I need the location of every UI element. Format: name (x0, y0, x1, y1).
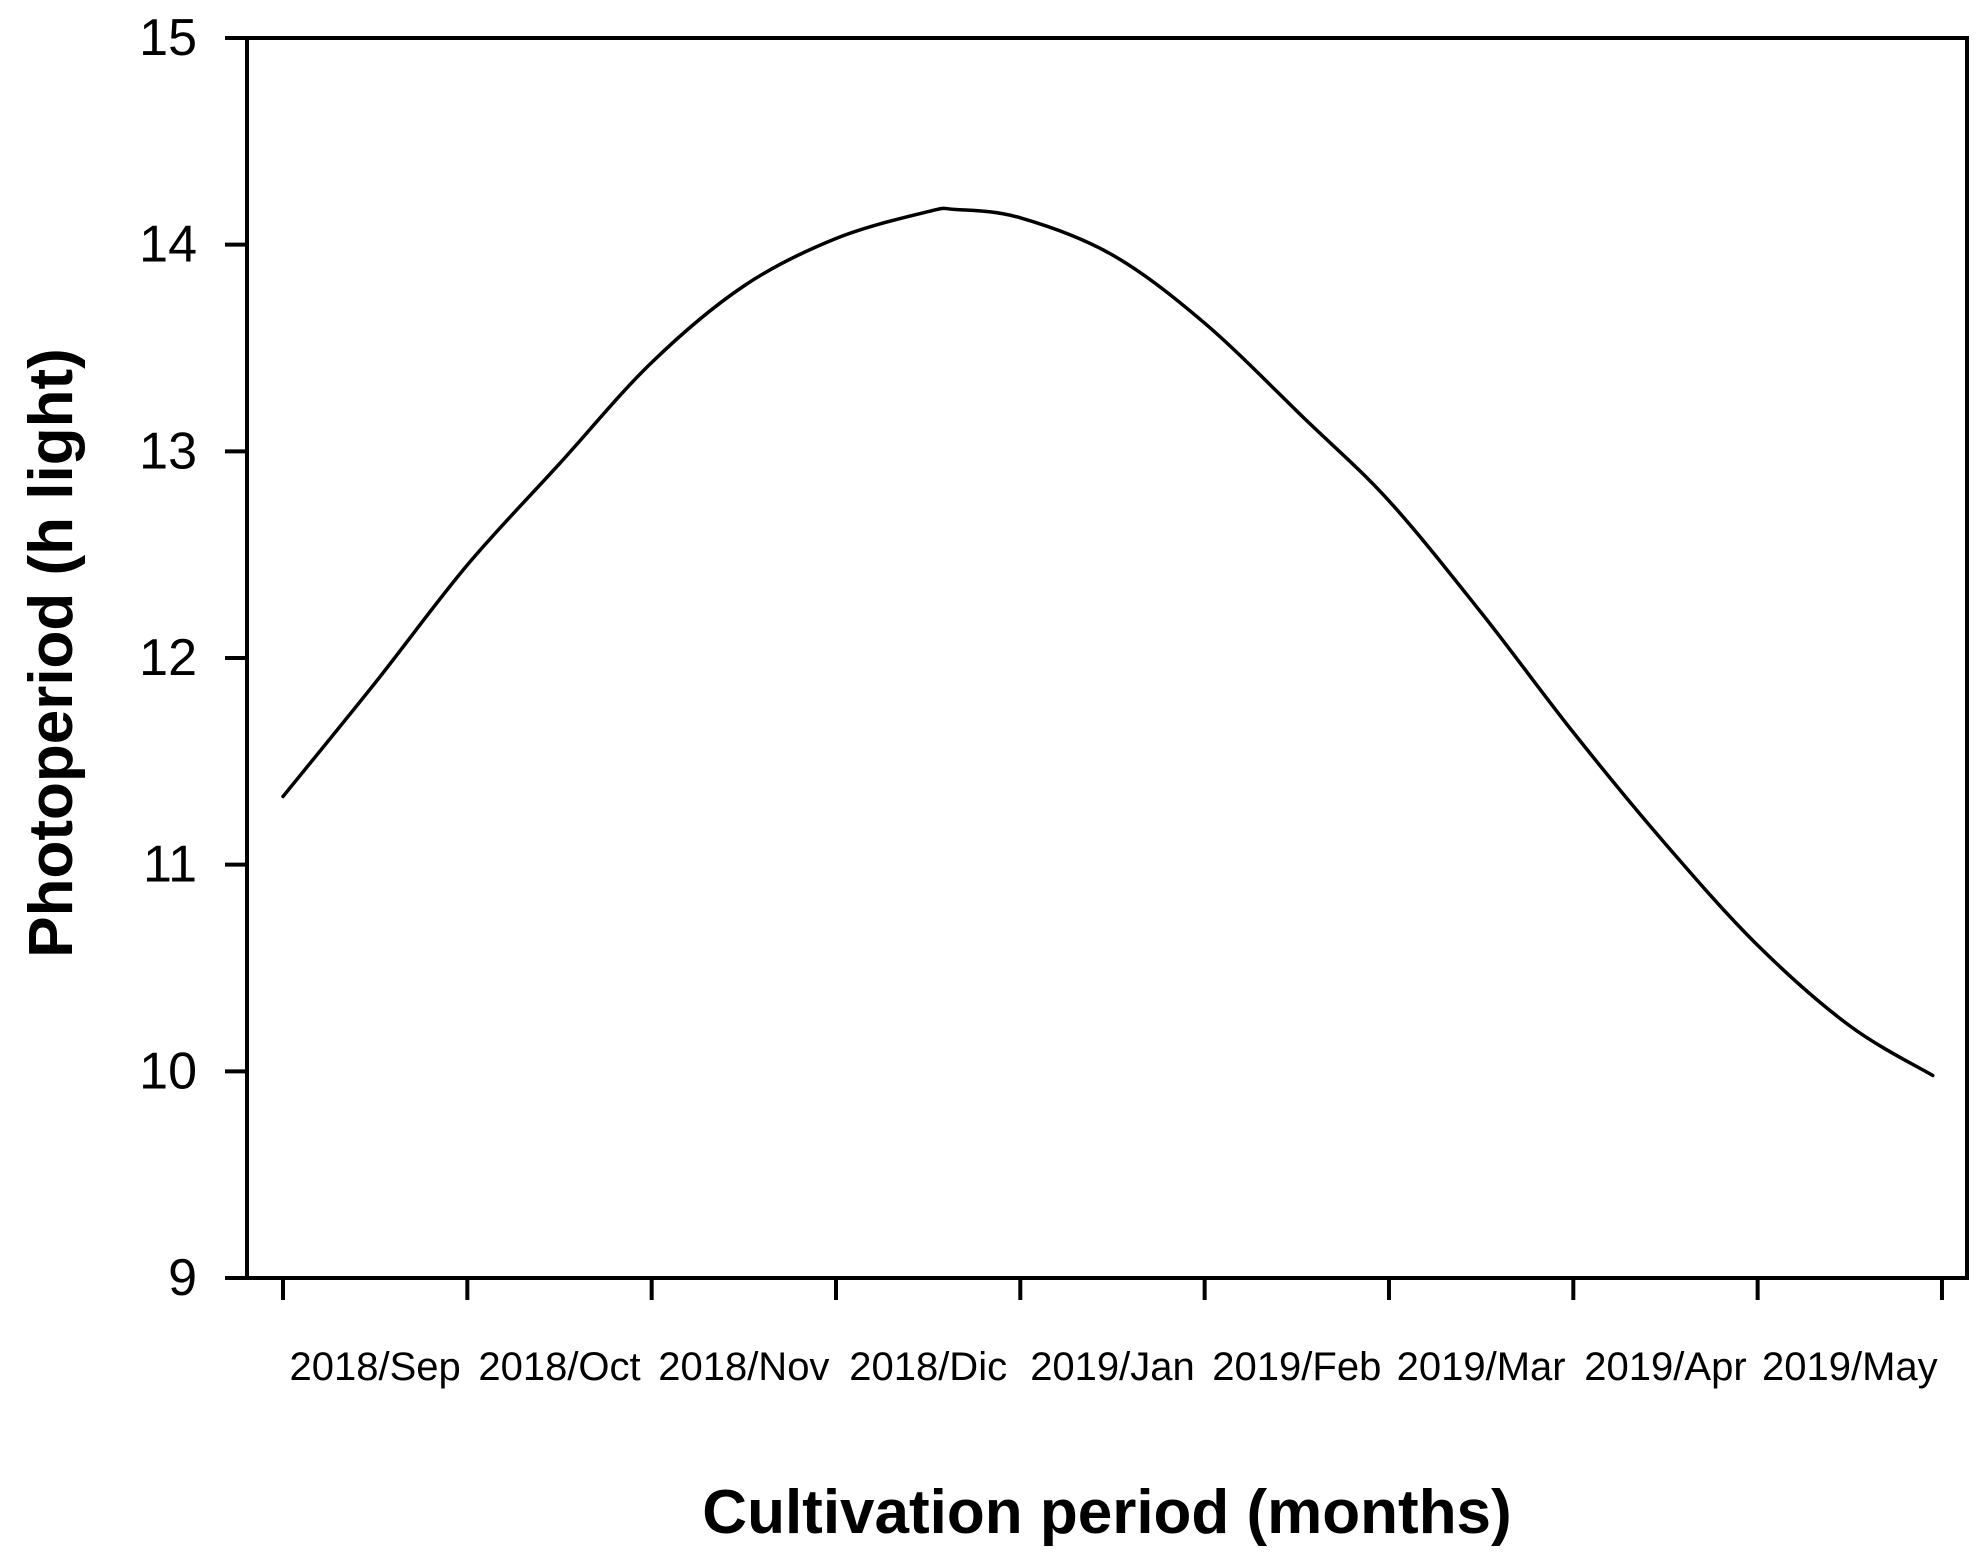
y-tick-label: 14 (139, 216, 197, 274)
photoperiod-curve (281, 206, 1935, 1078)
plot-frame (245, 36, 1969, 1280)
x-tick-label: 2019/Feb (1212, 1345, 1381, 1389)
x-tick-label: 2019/Apr (1584, 1345, 1746, 1389)
x-axis-title: Cultivation period (months) (702, 1478, 1512, 1547)
y-tick-label: 10 (139, 1042, 197, 1100)
y-axis-title: Photoperiod (h light) (17, 348, 86, 958)
x-tick-label: 2018/Nov (658, 1345, 829, 1389)
y-tick-label: 9 (168, 1249, 197, 1307)
x-tick-label: 2019/May (1762, 1345, 1938, 1389)
y-tick-label: 13 (139, 422, 197, 480)
x-tick-label: 2018/Oct (478, 1345, 640, 1389)
x-tick-label: 2018/Sep (290, 1345, 461, 1389)
x-tick-label: 2018/Dic (849, 1345, 1007, 1389)
x-tick-label: 2019/Mar (1397, 1345, 1566, 1389)
y-tick-label: 12 (139, 629, 197, 687)
x-tick-label: 2019/Jan (1030, 1345, 1195, 1389)
y-tick-label: 15 (139, 9, 197, 67)
y-tick-label: 11 (143, 836, 197, 894)
